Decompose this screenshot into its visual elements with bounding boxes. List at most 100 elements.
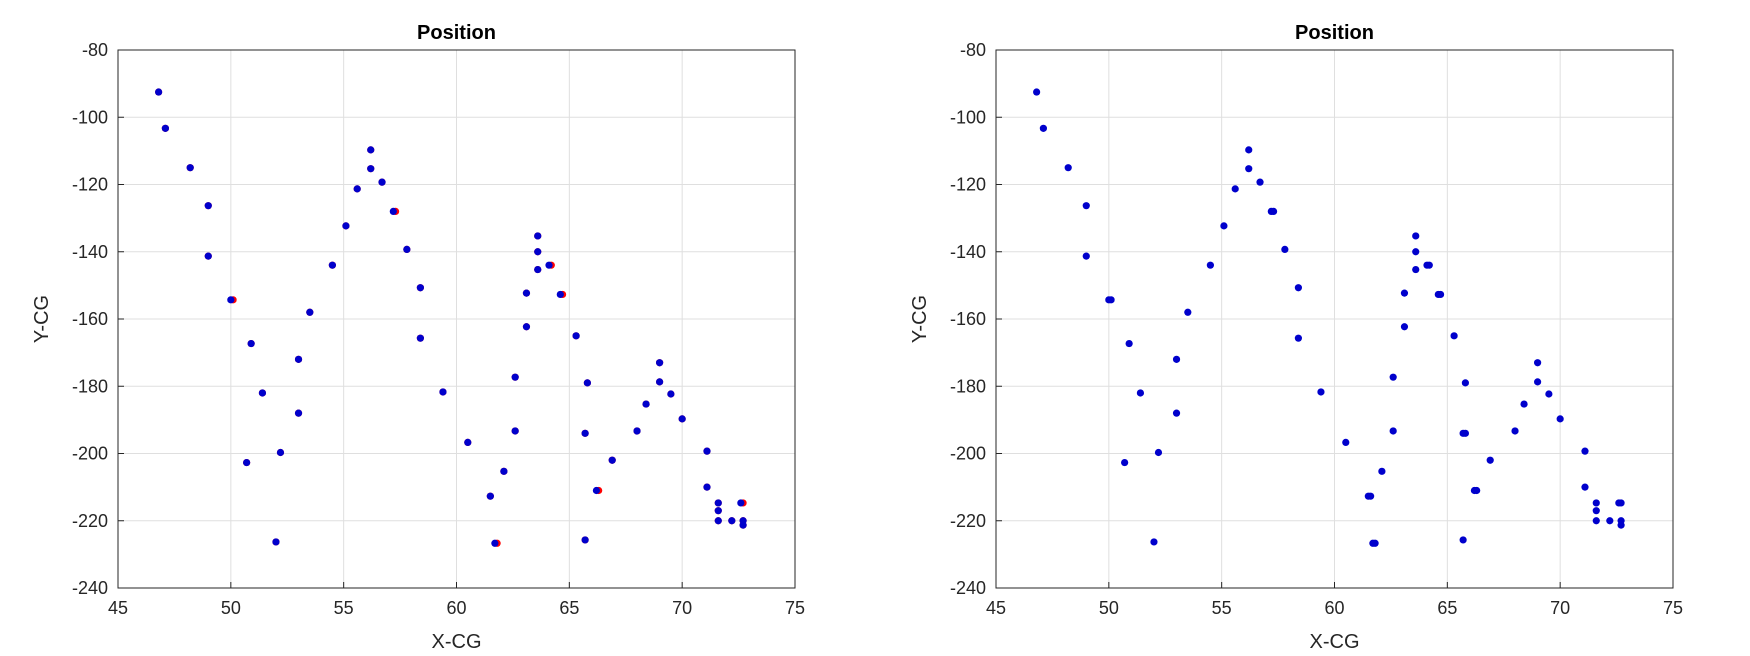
data-point: [667, 390, 675, 398]
data-point: [367, 146, 375, 154]
data-point: [656, 359, 664, 367]
data-point: [294, 355, 303, 363]
data-point: [608, 456, 616, 464]
data-point: [272, 538, 280, 546]
data-point: [1425, 261, 1433, 269]
y-tick-label: -160: [72, 309, 108, 329]
data-point: [1461, 429, 1469, 437]
data-point: [161, 124, 169, 132]
data-point: [1245, 146, 1253, 154]
data-point: [583, 379, 591, 387]
data-point: [342, 222, 350, 230]
data-point: [500, 467, 508, 475]
data-point: [737, 499, 745, 507]
data-point: [678, 415, 686, 423]
data-point: [1459, 536, 1467, 544]
data-point: [328, 261, 336, 269]
y-tick-label: -220: [72, 511, 108, 531]
data-point: [1617, 499, 1625, 507]
data-point: [1450, 332, 1458, 340]
data-point: [1389, 373, 1397, 381]
data-point: [294, 409, 303, 417]
data-point: [1534, 378, 1542, 386]
data-point: [1461, 379, 1469, 387]
data-point: [1371, 539, 1379, 547]
data-point: [1033, 88, 1041, 96]
y-tick-label: -80: [960, 40, 986, 60]
data-point: [186, 164, 194, 172]
series-2: [155, 88, 747, 547]
x-tick-label: 65: [1437, 598, 1457, 618]
data-point: [1606, 517, 1614, 525]
data-point: [1545, 390, 1553, 398]
x-tick-label: 55: [1212, 598, 1232, 618]
data-point: [1412, 248, 1420, 256]
data-point: [416, 334, 424, 342]
y-axis-label: Y-CG: [31, 295, 53, 343]
data-point: [204, 252, 212, 260]
data-point: [1172, 355, 1181, 363]
data-point: [247, 339, 255, 348]
data-point: [739, 521, 747, 529]
data-point: [491, 539, 499, 547]
data-point: [1317, 388, 1325, 396]
data-point: [714, 507, 722, 515]
chart-title: Position: [1295, 22, 1374, 44]
data-point: [378, 178, 386, 186]
data-point: [581, 536, 589, 544]
y-tick-label: -180: [950, 376, 986, 396]
data-point: [389, 207, 397, 215]
data-point: [1107, 296, 1115, 304]
data-point: [1184, 308, 1192, 316]
x-tick-label: 45: [108, 598, 128, 618]
data-point: [1400, 323, 1409, 331]
data-point: [522, 289, 531, 297]
data-point: [703, 483, 711, 491]
data-point: [511, 427, 519, 435]
data-point: [486, 492, 494, 500]
scatter-panel-2: 45 50 55 60 65 70 75 -240 -220 -200 -180 -160 -140 -1…: [909, 22, 1683, 653]
x-tick-label: 60: [1324, 598, 1344, 618]
data-point: [556, 290, 564, 299]
data-point: [522, 323, 531, 331]
data-point: [1436, 290, 1445, 299]
data-point: [276, 448, 285, 457]
y-tick-label: -200: [72, 444, 108, 464]
y-tick-label: -200: [950, 444, 986, 464]
data-point: [306, 308, 314, 316]
data-point: [1136, 389, 1145, 397]
data-point: [592, 486, 601, 495]
data-point: [258, 389, 267, 397]
y-tick-label: -80: [82, 40, 108, 60]
data-point: [204, 202, 212, 210]
data-point: [1342, 438, 1350, 447]
x-tick-label: 65: [559, 598, 579, 618]
data-point: [1412, 265, 1420, 274]
data-point: [1125, 339, 1133, 348]
data-point: [534, 265, 542, 274]
data-point: [367, 165, 375, 173]
data-point: [1269, 207, 1278, 215]
data-point: [1511, 427, 1519, 435]
data-point: [1581, 447, 1589, 455]
data-point: [703, 447, 711, 455]
x-tick-label: 70: [1550, 598, 1570, 618]
y-tick-label: -240: [72, 578, 108, 598]
data-point: [534, 248, 542, 256]
x-tick-label: 50: [1099, 598, 1119, 618]
data-point: [1486, 456, 1494, 464]
data-point: [1378, 467, 1386, 475]
data-point: [403, 245, 411, 253]
scatter-panel-1: 45 50 55 60 65 70 75 -240 -220 -200 -180 -160 -140 -1…: [31, 22, 805, 653]
data-point: [714, 499, 722, 507]
x-tick-label: 70: [672, 598, 692, 618]
series-1: [1033, 88, 1625, 547]
data-point: [534, 232, 542, 240]
data-point: [1592, 499, 1600, 507]
data-point: [642, 400, 650, 408]
data-point: [1581, 483, 1589, 491]
data-point: [464, 438, 472, 447]
data-point: [1150, 538, 1158, 546]
data-point: [1064, 164, 1072, 172]
